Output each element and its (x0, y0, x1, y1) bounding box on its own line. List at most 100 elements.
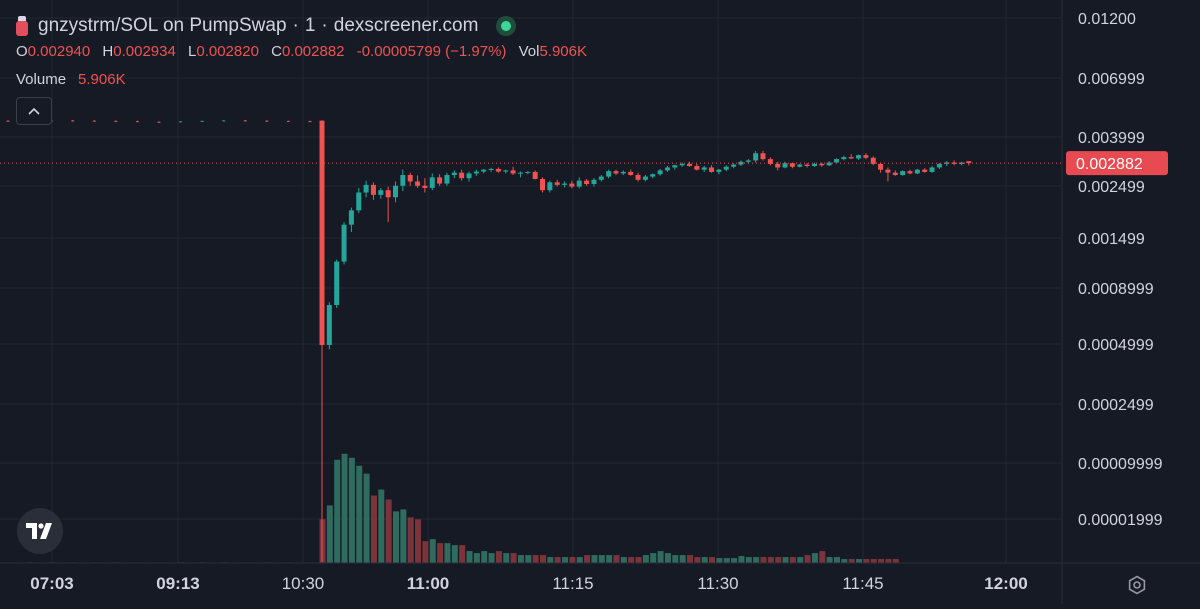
x-tick-label: 11:30 (697, 574, 738, 593)
candle-body (848, 157, 854, 159)
candle-body (936, 163, 942, 168)
candle-body (951, 162, 957, 164)
close-label: C (271, 43, 282, 60)
y-tick-label: 0.00009999 (1078, 456, 1163, 473)
candle-body (503, 170, 509, 172)
volume-bar (598, 555, 605, 563)
candle-body (532, 171, 538, 179)
y-tick-label: 0.0002499 (1078, 397, 1154, 414)
candle-body (179, 121, 183, 123)
candle-body (400, 175, 406, 186)
volume-bar (473, 553, 480, 563)
interval-label[interactable]: 1 (304, 15, 316, 36)
candle-body (569, 183, 575, 187)
x-tick-label: 11:00 (407, 574, 450, 593)
candle-body (243, 120, 247, 122)
candle-body (562, 183, 568, 185)
candle-body (650, 174, 656, 177)
volume-bar (657, 551, 664, 563)
settings-button[interactable] (1122, 570, 1152, 600)
candle-body (966, 161, 972, 164)
x-tick-label: 12:00 (984, 574, 1027, 593)
volume-bar (642, 555, 649, 563)
candle-body (709, 167, 715, 172)
volume-bar (834, 557, 840, 563)
volume-bar (856, 559, 863, 563)
volume-bar (554, 557, 561, 563)
volume-bar (804, 555, 811, 563)
volume-bar (407, 517, 414, 563)
volume-bar (863, 559, 870, 563)
volume-legend: Volume 5.906K (16, 71, 595, 91)
candle-body (459, 172, 465, 179)
candle-body (628, 171, 634, 176)
volume-bar (400, 509, 407, 563)
title-row: gnzystrm/SOL on PumpSwap · 1 · dexscreen… (16, 12, 595, 40)
chevron-up-icon (28, 107, 40, 115)
candle-body (731, 164, 737, 167)
candle-body (679, 163, 685, 166)
volume-bar (848, 559, 855, 563)
candle-body (488, 168, 494, 170)
tradingview-logo[interactable] (17, 508, 63, 554)
volume-value: 5.906K (78, 71, 126, 88)
volume-bar (672, 555, 679, 563)
y-tick-label: 0.006999 (1078, 71, 1145, 88)
candle-body (944, 162, 950, 164)
high-label: H (102, 43, 114, 60)
candle-body (694, 166, 700, 170)
candle-body (525, 171, 531, 173)
volume-bar (789, 557, 796, 563)
bottle-icon (16, 16, 28, 36)
volume-bar (370, 495, 377, 563)
candle-body (789, 163, 795, 167)
y-tick-label: 0.01200 (1078, 11, 1136, 28)
candle-body (870, 157, 876, 164)
volume-bar (466, 551, 473, 563)
candle-body (900, 171, 906, 176)
candle-body (415, 181, 421, 186)
candle-body (319, 120, 325, 346)
candle-body (510, 170, 516, 174)
candle-body (613, 171, 619, 174)
volume-bar (628, 557, 635, 563)
volume-bar (694, 557, 701, 563)
volume-bar (841, 559, 848, 563)
y-tick-label: 0.002499 (1078, 179, 1145, 196)
candle-body (444, 175, 450, 184)
price-candles (6, 120, 972, 562)
candle-body (71, 120, 75, 122)
volume-bar (870, 559, 877, 563)
low-value: 0.002820 (196, 43, 259, 60)
volume-bar (429, 539, 436, 563)
x-tick-label: 11:45 (842, 574, 883, 593)
candle-body (687, 163, 692, 167)
candle-body (892, 172, 898, 176)
candle-body (642, 176, 648, 180)
collapse-legend-button[interactable] (16, 97, 52, 125)
candle-body (856, 155, 862, 159)
volume-bar (348, 457, 355, 563)
volume-bar (775, 557, 782, 563)
volume-bar (540, 555, 546, 563)
candle-body (157, 121, 161, 123)
candle-body (723, 166, 729, 170)
volume-bar (620, 557, 627, 563)
volume-bar (679, 555, 686, 563)
volume-bar (488, 553, 495, 563)
volume-bar (664, 553, 671, 563)
volume-bar (437, 543, 444, 563)
candle-body (407, 175, 413, 182)
candle-body (437, 177, 443, 184)
volume-bar (326, 505, 333, 563)
y-tick-label: 0.0004999 (1078, 337, 1154, 354)
candle-body (222, 120, 226, 122)
candle-body (878, 163, 884, 170)
volume-bar (341, 453, 348, 563)
volume-bar (782, 557, 789, 563)
candle-body (540, 178, 545, 191)
volume-bar (576, 557, 583, 563)
